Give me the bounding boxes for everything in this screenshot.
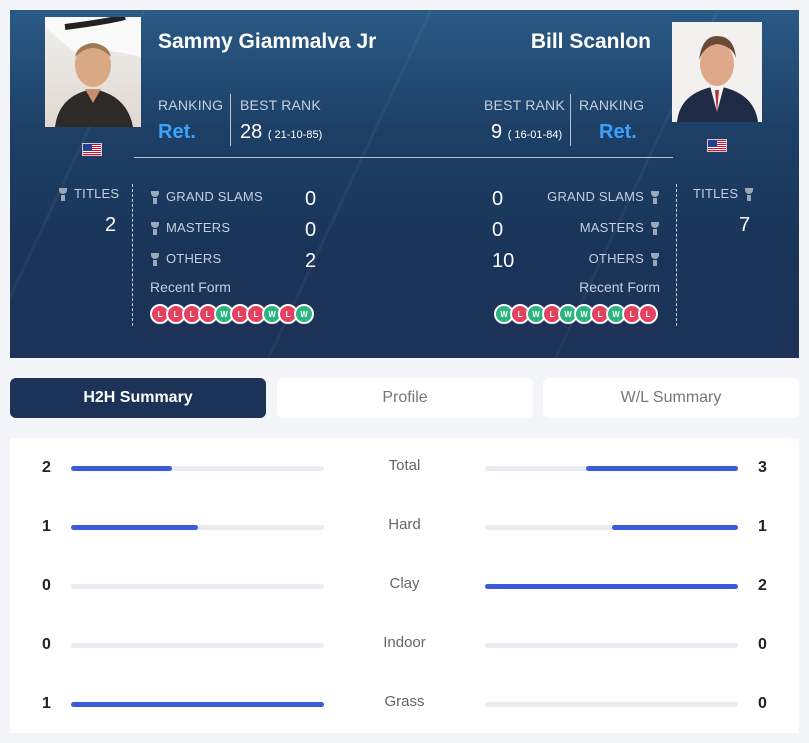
left-value: 0 — [42, 636, 51, 653]
right-bar-fill — [611, 525, 738, 530]
right-bar-track — [485, 702, 738, 707]
left-value: 1 — [42, 695, 51, 712]
court-background — [10, 10, 799, 358]
player1-photo[interactable] — [45, 17, 141, 127]
player2-grand-slams-label: GRAND SLAMS — [547, 189, 660, 204]
trophy-icon — [150, 191, 160, 204]
header-panel: Sammy Giammalva Jr Bill Scanlon RANKING … — [10, 10, 799, 358]
tab-h2h-summary[interactable]: H2H Summary — [10, 378, 266, 418]
right-bar-track — [485, 466, 738, 471]
left-bar-fill — [71, 466, 173, 471]
player2-best-rank: 9 ( 16-01-84) — [491, 121, 562, 144]
player1-best-rank-date: ( 21-10-85) — [267, 129, 323, 141]
dotted-divider — [676, 184, 677, 326]
trophy-icon — [650, 222, 660, 235]
player2-best-rank-value: 9 — [491, 121, 503, 143]
player1-best-rank-label: BEST RANK — [240, 97, 321, 113]
left-value: 1 — [42, 518, 51, 535]
player1-form-win-badge[interactable]: W — [294, 304, 314, 324]
right-bar-track — [485, 584, 738, 589]
player1-grand-slams-label: GRAND SLAMS — [150, 189, 263, 204]
player1-masters-value: 0 — [305, 219, 317, 241]
trophy-icon — [58, 188, 68, 201]
player1-others-label: OTHERS — [150, 251, 221, 266]
trophy-icon — [650, 191, 660, 204]
tab-wl-summary[interactable]: W/L Summary — [543, 378, 799, 418]
right-value: 2 — [758, 577, 767, 594]
h2h-summary-panel: 2 Total 3 1 Hard 1 0 Clay 2 0 Indoor 0 1 Grass 0 — [10, 438, 799, 733]
player2-name[interactable]: Bill Scanlon — [530, 30, 651, 53]
left-bar-track — [71, 643, 324, 648]
left-bar-fill — [71, 702, 324, 707]
player1-form-loss-badge[interactable]: L — [150, 304, 170, 324]
right-bar-fill — [485, 584, 738, 589]
player2-grand-slams-value: 0 — [492, 188, 504, 210]
player2-masters-value: 0 — [492, 219, 504, 241]
trophy-icon — [150, 222, 160, 235]
player2-others-label: OTHERS — [589, 251, 660, 266]
summary-label: Hard — [388, 516, 421, 533]
left-value: 2 — [42, 459, 51, 476]
player2-recent-form-label: Recent Form — [579, 279, 660, 295]
left-bar-fill — [71, 525, 198, 530]
player1-titles-label: TITLES — [58, 186, 119, 201]
player2-titles-value: 7 — [739, 214, 751, 236]
right-bar-track — [485, 643, 738, 648]
player2-masters-label: MASTERS — [580, 220, 660, 235]
player1-others-value: 2 — [305, 250, 317, 272]
trophy-icon — [650, 253, 660, 266]
player1-titles-value: 2 — [105, 214, 117, 236]
summary-label: Indoor — [383, 634, 426, 651]
right-value: 0 — [758, 636, 767, 653]
player2-flag-icon — [707, 139, 727, 152]
divider — [230, 94, 231, 146]
right-bar-track — [485, 525, 738, 530]
right-value: 1 — [758, 518, 767, 535]
trophy-icon — [150, 253, 160, 266]
tab-profile[interactable]: Profile — [277, 378, 533, 418]
summary-label: Grass — [384, 693, 425, 710]
player1-best-rank-value: 28 — [240, 121, 263, 143]
player1-ranking-label: RANKING — [158, 97, 224, 113]
player2-ranking-value: Ret. — [599, 121, 637, 143]
player1-best-rank: 28 ( 21-10-85) — [240, 121, 322, 144]
left-value: 0 — [42, 577, 51, 594]
player2-form-loss-badge[interactable]: L — [638, 304, 658, 324]
summary-row-total: 2 Total 3 — [10, 453, 799, 483]
player1-name[interactable]: Sammy Giammalva Jr — [158, 30, 377, 53]
player2-ranking-label: RANKING — [579, 97, 645, 113]
dotted-divider — [132, 184, 133, 326]
right-bar-fill — [586, 466, 738, 471]
summary-row-grass: 1 Grass 0 — [10, 689, 799, 719]
right-value: 3 — [758, 459, 767, 476]
player2-others-value: 10 — [492, 250, 515, 272]
player2-best-rank-label: BEST RANK — [484, 97, 565, 113]
player1-grand-slams-value: 0 — [305, 188, 317, 210]
player1-recent-form-label: Recent Form — [150, 279, 231, 295]
header-divider — [134, 157, 673, 158]
left-bar-track — [71, 702, 324, 707]
player1-ranking-value: Ret. — [158, 121, 196, 143]
left-bar-track — [71, 525, 324, 530]
summary-row-clay: 0 Clay 2 — [10, 571, 799, 601]
player2-titles-label: TITLES — [693, 186, 754, 201]
divider — [570, 94, 571, 146]
player2-photo[interactable] — [672, 22, 762, 122]
player1-masters-label: MASTERS — [150, 220, 230, 235]
trophy-icon — [744, 188, 754, 201]
left-bar-track — [71, 466, 324, 471]
summary-row-indoor: 0 Indoor 0 — [10, 630, 799, 660]
player2-best-rank-date: ( 16-01-84) — [507, 129, 563, 141]
summary-row-hard: 1 Hard 1 — [10, 512, 799, 542]
player2-form-win-badge[interactable]: W — [494, 304, 514, 324]
left-bar-track — [71, 584, 324, 589]
summary-label: Clay — [389, 575, 420, 592]
player1-flag-icon — [82, 143, 102, 156]
summary-label: Total — [388, 457, 421, 474]
right-value: 0 — [758, 695, 767, 712]
